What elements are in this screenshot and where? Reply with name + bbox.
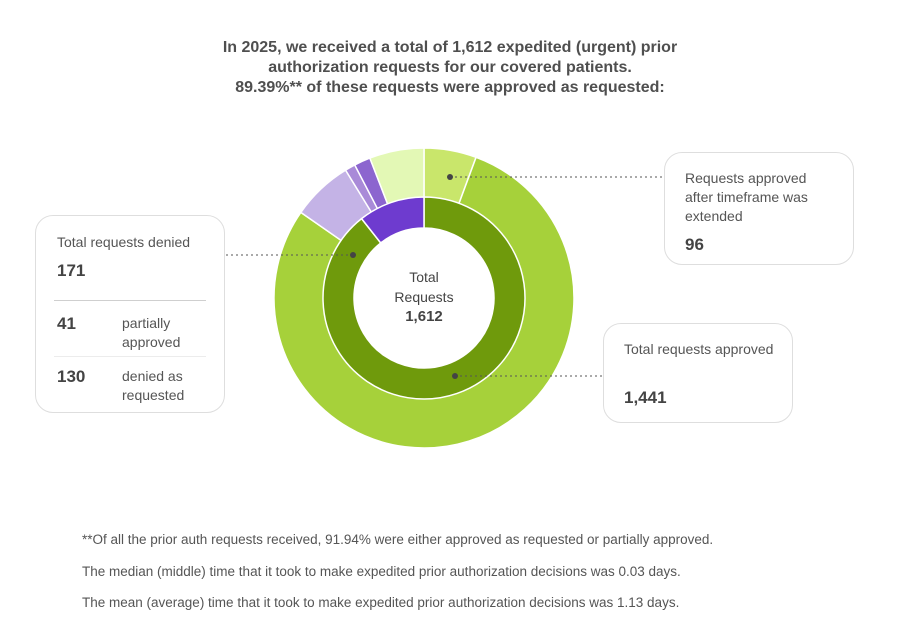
footnote-mean-time: The mean (average) time that it took to … [82,595,680,610]
partially-approved-value: 41 [57,314,76,333]
extended-card: Requests approved after timeframe was ex… [664,152,854,265]
title-line-1: In 2025, we received a total of 1,612 ex… [222,39,678,56]
title-line-2: authorization requests for our covered p… [268,59,632,76]
partially-approved-label: partially approved [122,315,181,350]
divider [54,356,206,357]
center-label-line2: Requests [394,289,454,305]
denied-as-requested-value: 130 [57,367,86,386]
chart-title: In 2025, we received a total of 1,612 ex… [150,38,750,98]
title-line-3: 89.39%** of these requests were approved… [235,79,665,96]
footnote-approval-rate: **Of all the prior auth requests receive… [82,532,714,547]
inner-slice-0 [322,196,526,400]
denied-label: Total requests denied [57,234,191,250]
center-value: 1,612 [405,308,443,325]
denied-card: Total requests denied 171 41 partially a… [35,215,225,413]
center-label: Total Requests [364,267,484,307]
leader-lines [226,174,664,379]
inner-ring [322,196,526,400]
leader-approved-dot [452,373,458,379]
leader-extended-dot [447,174,453,180]
center-label-line1: Total [409,269,439,285]
inner-slice-1 [360,196,425,245]
extended-label: Requests approved after timeframe was ex… [685,170,808,224]
denied-value: 171 [57,261,86,280]
extended-value: 96 [685,235,704,254]
footnote-median-time: The median (middle) time that it took to… [82,564,681,579]
divider [54,300,206,301]
approved-label: Total requests approved [624,341,774,357]
approved-card: Total requests approved 1,441 [603,323,793,423]
denied-as-requested-label: denied as requested [122,368,185,403]
approved-value: 1,441 [624,388,667,407]
leader-denied-dot [350,252,356,258]
